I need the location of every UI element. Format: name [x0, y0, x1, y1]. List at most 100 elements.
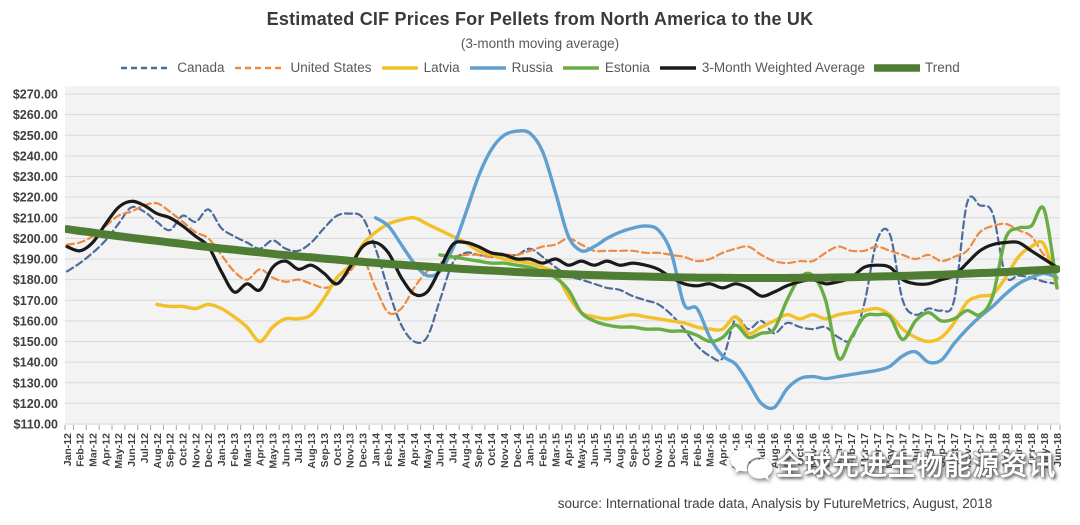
- x-axis-label: Apr-15: [563, 433, 575, 466]
- x-axis-label: May-15: [576, 433, 588, 469]
- chart-legend: Canada United States Latvia Russia Estonia 3-…: [0, 60, 1080, 75]
- x-axis-label: Feb-15: [538, 433, 550, 467]
- x-axis-label: May-16: [730, 433, 742, 469]
- legend-label-russia: Russia: [511, 60, 553, 75]
- x-axis-label: Jun-14: [435, 433, 447, 467]
- x-axis-label: Sep-16: [782, 433, 794, 468]
- x-axis-label: Nov-16: [808, 433, 820, 468]
- x-axis-label: May-12: [113, 433, 125, 469]
- y-axis-label: $170.00: [13, 294, 58, 308]
- x-axis-label: May-18: [1039, 433, 1051, 469]
- x-axis-label: May-17: [885, 433, 897, 469]
- x-axis-label: Jul-16: [756, 433, 768, 464]
- x-axis-label: Mar-16: [705, 433, 717, 467]
- x-axis-label: Feb-18: [1000, 433, 1012, 467]
- series-line-3-month-weighted-average: [65, 199, 1059, 298]
- legend-swatch-canada: [121, 66, 172, 69]
- x-axis-label: Aug-16: [769, 433, 781, 469]
- legend-label-trend: Trend: [925, 60, 960, 75]
- x-axis-label: Oct-17: [949, 433, 961, 466]
- x-axis-label: Mar-15: [550, 433, 562, 467]
- y-axis-label: $270.00: [13, 88, 58, 102]
- x-axis-label: Aug-13: [306, 433, 318, 469]
- x-axis-label: Feb-12: [75, 433, 87, 467]
- legend-item-united-states: United States: [234, 60, 372, 75]
- y-axis-label: $220.00: [13, 191, 58, 205]
- legend-swatch-trend: [874, 63, 920, 72]
- series-line-united-states: [65, 201, 1059, 316]
- chart-subtitle: (3-month moving average): [460, 36, 620, 51]
- legend-swatch-estonia: [562, 65, 599, 70]
- x-axis-label: Aug-12: [152, 433, 164, 469]
- x-axis-label: Aug-15: [615, 433, 627, 469]
- x-axis-label: Jan-17: [833, 433, 845, 466]
- x-axis-label: Sep-14: [473, 433, 485, 468]
- y-axis-label: $110.00: [14, 418, 59, 432]
- legend-swatch-united-states: [234, 66, 285, 69]
- x-axis-label: Jan-14: [370, 433, 382, 466]
- x-axis-label: Mar-13: [242, 433, 254, 467]
- x-axis-label: Apr-14: [409, 433, 421, 466]
- x-axis-label: Feb-14: [383, 433, 395, 467]
- legend-swatch-russia: [469, 65, 506, 70]
- x-axis-label: Nov-15: [653, 433, 665, 468]
- x-axis-label: Dec-13: [358, 433, 370, 468]
- x-axis-label: Oct-15: [640, 433, 652, 466]
- x-axis-label: Oct-14: [486, 433, 498, 466]
- x-axis-label: Apr-17: [872, 433, 884, 466]
- x-axis-label: Nov-13: [345, 433, 357, 468]
- x-axis-label: Jun-15: [589, 433, 601, 467]
- x-axis-label: Sep-13: [319, 433, 331, 468]
- x-axis-label: Mar-12: [88, 433, 100, 467]
- x-axis-label: Jul-14: [448, 433, 460, 464]
- series-line-russia: [373, 129, 1059, 411]
- x-axis-label: Nov-17: [962, 433, 974, 468]
- legend-label-3-month-weighted-average: 3-Month Weighted Average: [701, 60, 865, 75]
- x-axis-label: Oct-16: [795, 433, 807, 466]
- x-axis-label: Jan-15: [525, 433, 537, 466]
- x-axis-label: Jan-12: [62, 433, 74, 466]
- x-axis-label: Jan-16: [679, 433, 691, 466]
- x-axis-label: Apr-18: [1026, 433, 1038, 466]
- legend-label-canada: Canada: [177, 60, 225, 75]
- x-axis-label: Feb-13: [229, 433, 241, 467]
- x-axis-label: Sep-17: [936, 433, 948, 468]
- x-axis-label: Aug-17: [923, 433, 935, 469]
- y-axis-label: $130.00: [13, 376, 58, 390]
- x-axis-label: Oct-13: [332, 433, 344, 466]
- legend-swatch-3-month-weighted-average: [659, 65, 696, 70]
- y-axis-label: $210.00: [13, 211, 58, 225]
- y-axis-label: $180.00: [13, 273, 58, 287]
- y-axis-label: $200.00: [13, 232, 58, 246]
- x-axis-label: Sep-12: [165, 433, 177, 468]
- x-axis-label: Jun-13: [280, 433, 292, 467]
- source-caption: source: International trade data, Analys…: [557, 496, 993, 511]
- y-axis-label: $190.00: [13, 253, 58, 267]
- legend-label-latvia: Latvia: [423, 60, 460, 75]
- legend-item-russia: Russia: [469, 60, 553, 75]
- x-axis-label: Jan-13: [216, 433, 228, 466]
- x-axis-label: Dec-16: [820, 433, 832, 468]
- y-axis-label: $120.00: [13, 397, 58, 411]
- legend-item-latvia: Latvia: [381, 60, 460, 75]
- x-axis-label: May-13: [268, 433, 280, 469]
- y-axis-label: $140.00: [13, 356, 58, 370]
- x-axis-label: Jul-13: [293, 433, 305, 464]
- x-axis-label: Jun-17: [898, 433, 910, 467]
- series-line-latvia: [155, 215, 1059, 344]
- legend-item-trend: Trend: [874, 60, 960, 75]
- y-axis-label: $240.00: [13, 149, 58, 163]
- x-axis-label: Mar-17: [859, 433, 871, 467]
- chart-title: Estimated CIF Prices For Pellets from No…: [266, 9, 814, 29]
- y-axis-label: $160.00: [13, 314, 58, 328]
- x-axis-label: Nov-14: [499, 433, 511, 468]
- legend-item-estonia: Estonia: [562, 60, 650, 75]
- x-axis-label: Feb-16: [692, 433, 704, 467]
- x-axis-label: Jan-18: [988, 433, 1000, 466]
- y-axis-label: $150.00: [13, 335, 58, 349]
- legend-swatch-latvia: [381, 65, 418, 70]
- legend-item-canada: Canada: [120, 60, 225, 75]
- x-axis-label: Feb-17: [846, 433, 858, 467]
